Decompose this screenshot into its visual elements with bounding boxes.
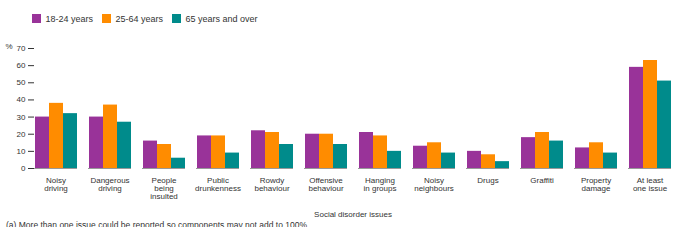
html-text:65 years and over: 65 years and over [185,13,258,24]
svg-text:%: % [6,42,13,51]
svg-text:50: 50 [17,78,26,87]
svg-text:Drugs: Drugs [477,176,498,185]
svg-text:Rowdybehaviour: Rowdybehaviour [254,176,289,193]
svg-text:Graffiti: Graffiti [530,176,554,185]
svg-text:Hangingin groups: Hangingin groups [364,176,397,193]
svg-text:Noisyneighbours: Noisyneighbours [414,176,454,193]
svg-text:Social disorder issues: Social disorder issues [314,209,392,218]
svg-text:10: 10 [17,146,26,155]
svg-text:Propertydamage: Propertydamage [581,176,611,193]
svg-text:40: 40 [17,95,26,104]
svg-text:Dangerousdriving: Dangerousdriving [90,176,129,193]
html-text:18-24 years: 18-24 years [45,13,93,24]
svg-text:60: 60 [17,61,26,70]
svg-text:20: 20 [17,129,26,138]
svg-text:Peoplebeinginsulted: Peoplebeinginsulted [150,176,178,201]
svg-text:Noisydriving: Noisydriving [44,176,68,193]
svg-text:Publicdrunkenness: Publicdrunkenness [195,176,241,193]
svg-text:At leastone issue: At leastone issue [633,176,668,193]
html-text:25-64 years: 25-64 years [115,13,164,24]
svg-text:Offensivebehaviour: Offensivebehaviour [308,176,343,193]
svg-text:0: 0 [21,164,26,173]
svg-text:70: 70 [17,44,26,53]
svg-text:30: 30 [17,112,26,121]
